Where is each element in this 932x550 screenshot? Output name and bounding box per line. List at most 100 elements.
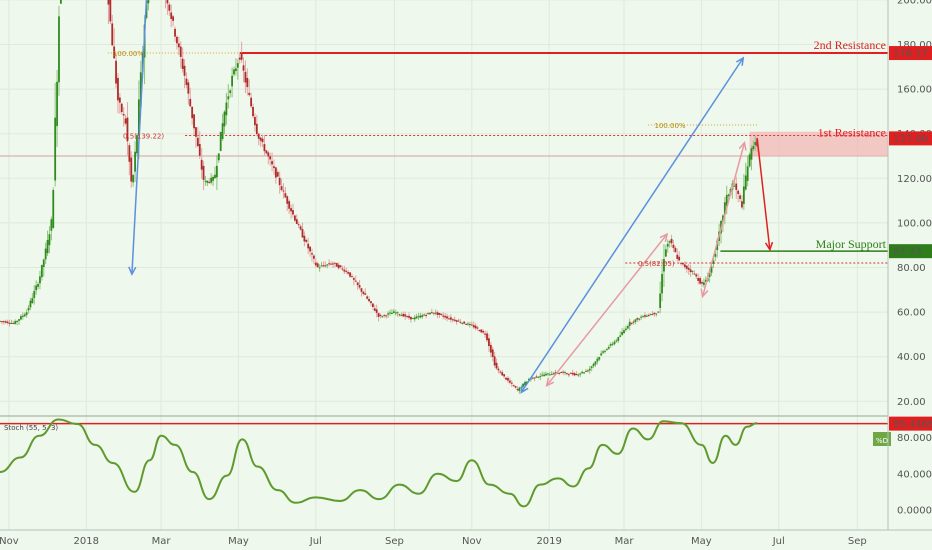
candle-body xyxy=(139,72,142,107)
candle-body xyxy=(560,372,563,374)
candle-body xyxy=(459,321,462,323)
candle-body xyxy=(676,254,679,259)
candle-body xyxy=(290,208,292,212)
candle-body xyxy=(364,293,367,295)
candle-body xyxy=(208,181,211,183)
candle-body xyxy=(484,333,487,335)
candle-body xyxy=(385,315,388,317)
candle-body xyxy=(345,270,348,272)
candle-body xyxy=(704,279,707,282)
candle-body xyxy=(695,274,698,277)
candle-body xyxy=(126,117,129,142)
candle-body xyxy=(737,190,740,194)
candle-body xyxy=(440,313,443,315)
candle-body xyxy=(109,0,112,22)
candle-body xyxy=(128,145,131,162)
candle-body xyxy=(541,374,544,376)
candle-body xyxy=(219,131,222,151)
candle-body xyxy=(111,23,114,46)
candle-body xyxy=(352,278,355,280)
candle-body xyxy=(661,273,663,294)
candle-body xyxy=(430,312,433,314)
candle-body xyxy=(198,143,201,156)
candle-body xyxy=(451,319,454,321)
candle-body xyxy=(645,315,648,317)
axes xyxy=(0,0,932,531)
candle-body xyxy=(6,321,9,323)
candle-body xyxy=(316,263,319,268)
candle-body xyxy=(303,235,306,242)
candle-body xyxy=(191,106,194,119)
candle-body xyxy=(482,331,485,333)
candle-body xyxy=(107,0,110,5)
candle-body xyxy=(356,282,359,286)
candle-body xyxy=(383,314,386,316)
stochastic-pane[interactable]: Stoch (55, 5, 3) %D xyxy=(0,415,891,508)
candle-body xyxy=(284,193,287,198)
candle-body xyxy=(621,332,623,335)
candle-body xyxy=(358,285,361,288)
trend-arrow-head xyxy=(738,140,747,151)
candle-body xyxy=(524,381,526,386)
candle-body xyxy=(655,313,658,315)
candle-body xyxy=(586,370,589,372)
candle-body xyxy=(537,376,540,378)
candle-body xyxy=(236,63,239,68)
candle-body xyxy=(349,272,351,277)
candle-body xyxy=(710,266,713,273)
candle-body xyxy=(642,316,644,318)
candle-body xyxy=(177,43,180,48)
candle-body xyxy=(463,321,466,324)
candle-body xyxy=(37,284,39,287)
candle-body xyxy=(531,377,534,379)
candle-body xyxy=(366,296,369,299)
candle-body xyxy=(701,282,703,284)
stochastic-axis-ticks: 0.0000 40.0000 80.0000 xyxy=(897,433,932,516)
candle-body xyxy=(663,259,665,272)
candle-body xyxy=(503,374,506,377)
candle-body xyxy=(259,137,262,141)
candle-body xyxy=(118,97,121,103)
candle-body xyxy=(697,277,700,281)
trend-arrow-line xyxy=(546,233,668,387)
trend-arrow-line xyxy=(520,57,744,393)
candle-body xyxy=(295,219,298,225)
candle-body xyxy=(231,75,233,87)
candle-body xyxy=(39,276,41,284)
candle-body xyxy=(297,224,300,226)
candle-body xyxy=(120,103,123,113)
candle-body xyxy=(362,291,365,294)
candle-body xyxy=(691,271,694,273)
candle-body xyxy=(592,363,595,367)
candle-body xyxy=(398,314,401,316)
price-tick-label: 80.00 xyxy=(897,263,926,274)
candle-body xyxy=(497,368,500,371)
candle-body xyxy=(512,385,515,387)
time-tick-label: Nov xyxy=(462,536,482,547)
candle-body xyxy=(444,315,447,318)
candle-body xyxy=(288,201,291,209)
trend-arrow-head xyxy=(659,232,669,243)
stochastic-tick-label: 40.0000 xyxy=(897,469,932,480)
candle-body xyxy=(212,176,214,181)
second-resistance-price-tag xyxy=(889,46,932,61)
candle-body xyxy=(375,309,378,313)
candle-body xyxy=(489,344,492,353)
stochastic-tick-label: 0.0000 xyxy=(897,506,932,517)
candle-body xyxy=(748,154,751,167)
candle-body xyxy=(581,371,584,374)
candle-body xyxy=(522,383,525,387)
candle-body xyxy=(35,285,38,291)
candle-body xyxy=(682,262,684,265)
candle-body xyxy=(132,175,135,183)
candle-body xyxy=(472,325,475,328)
candle-body xyxy=(235,68,237,72)
trend-arrow-head xyxy=(128,266,137,276)
candle-body xyxy=(683,264,686,268)
price-pane[interactable]: 100.00% 0.5(139.22) 100.00% 0.5(82.05) 2… xyxy=(0,0,888,394)
candle-body xyxy=(415,316,418,319)
candle-body xyxy=(613,341,616,345)
candle-body xyxy=(341,268,344,270)
candle-body xyxy=(693,273,696,275)
